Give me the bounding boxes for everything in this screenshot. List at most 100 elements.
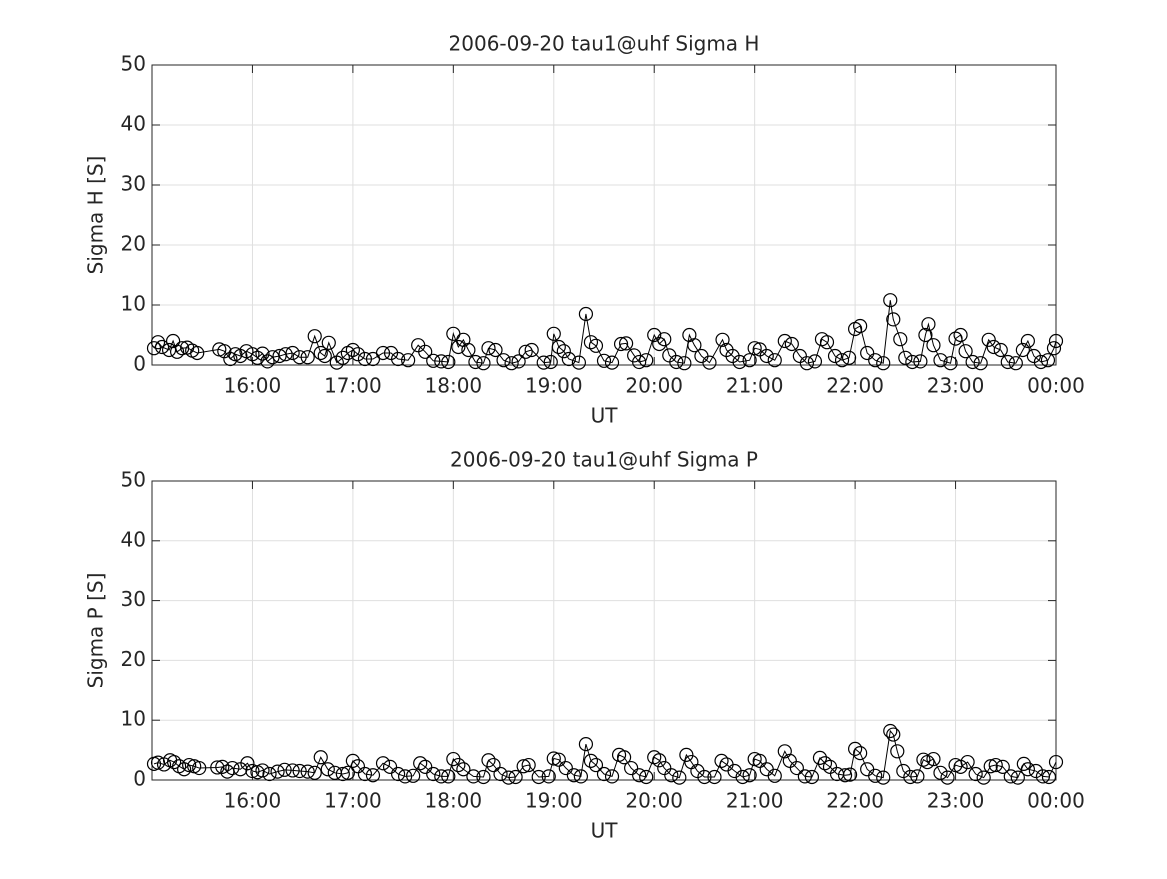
y-tick-label: 40 [121, 527, 146, 551]
data-point [583, 753, 599, 768]
data-point [672, 770, 687, 785]
y-tick-label: 0 [133, 767, 146, 791]
x-tick-label: 23:00 [927, 789, 985, 813]
data-point [596, 353, 612, 368]
data-point [588, 757, 604, 773]
data-point [511, 354, 526, 369]
data-point [933, 353, 948, 368]
data-point [518, 344, 533, 359]
data-point [250, 350, 265, 365]
data-point [175, 341, 190, 356]
data-point [488, 342, 503, 358]
y-tick-label: 50 [121, 468, 146, 492]
data-point [883, 293, 898, 308]
data-point [860, 345, 875, 361]
x-axis-label: UT [591, 404, 619, 428]
data-point [313, 750, 328, 765]
data-point [916, 752, 931, 767]
data-point [819, 335, 835, 350]
data-point [313, 345, 328, 361]
data-point [789, 760, 804, 776]
data-point [566, 768, 581, 783]
data-point [777, 744, 792, 759]
y-tick-label: 30 [121, 172, 146, 196]
data-point [255, 763, 270, 778]
data-point [886, 727, 901, 742]
data-point [390, 766, 406, 782]
y-axis-label: Sigma H [S] [84, 156, 108, 275]
y-tick-label: 0 [133, 352, 146, 376]
data-point [624, 760, 639, 776]
data-point [664, 768, 679, 783]
data-point [918, 327, 933, 343]
data-point [973, 356, 988, 371]
data-point [177, 762, 192, 777]
y-tick-label: 10 [121, 707, 146, 731]
data-point [418, 759, 433, 774]
x-tick-label: 20:00 [625, 789, 683, 813]
data-point [799, 356, 814, 371]
x-tick-label: 19:00 [525, 374, 583, 398]
data-point [398, 769, 413, 784]
data-point [335, 350, 350, 365]
data-point [481, 341, 496, 356]
x-tick-label: 19:00 [525, 789, 583, 813]
data-point [747, 341, 762, 356]
data-point [461, 342, 476, 358]
data-point [1048, 333, 1064, 349]
data-point [652, 753, 667, 768]
data-point [493, 766, 508, 782]
data-point [278, 347, 293, 362]
x-tick-label: 16:00 [224, 374, 282, 398]
data-point [596, 766, 612, 782]
data-point [834, 353, 850, 368]
data-point [898, 350, 913, 365]
data-point [365, 768, 381, 783]
chart-title: 2006-09-20 tau1@uhf Sigma P [450, 448, 758, 472]
data-point [418, 344, 433, 359]
data-point [1000, 354, 1015, 370]
y-tick-label: 30 [121, 587, 146, 611]
data-point [270, 764, 285, 779]
data-point [853, 745, 868, 761]
data-point [166, 754, 182, 770]
data-point [677, 356, 692, 371]
data-point [804, 769, 820, 785]
data-point [406, 768, 421, 783]
data-point [240, 756, 255, 771]
data-point [876, 356, 891, 371]
data-point [456, 762, 471, 777]
data-point [546, 751, 561, 766]
data-point [262, 766, 277, 782]
data-point [190, 345, 205, 361]
data-point [958, 344, 973, 359]
x-tick-label: 22:00 [826, 374, 884, 398]
data-point [375, 756, 391, 771]
data-point [1020, 762, 1035, 777]
data-point [285, 345, 300, 361]
data-point [210, 760, 225, 775]
data-point [357, 766, 373, 782]
x-tick-label: 22:00 [826, 789, 884, 813]
data-point [170, 344, 185, 359]
data-point [965, 354, 980, 370]
data-point [1048, 754, 1064, 770]
data-point [953, 759, 968, 774]
data-point [886, 312, 901, 327]
data-point [913, 354, 928, 369]
data-point [616, 750, 632, 765]
data-point [848, 741, 863, 757]
data-point [300, 764, 315, 779]
y-axis-label: Sigma P [S] [84, 573, 108, 689]
data-point [468, 354, 483, 370]
data-point [192, 760, 207, 776]
data-point [604, 355, 620, 370]
data-point [516, 759, 531, 774]
y-tick-label: 50 [121, 52, 146, 76]
data-point [976, 770, 991, 785]
data-point [451, 339, 466, 355]
x-tick-label: 00:00 [1027, 789, 1085, 813]
data-point [150, 335, 166, 350]
axes-box [151, 64, 1057, 366]
data-point [697, 769, 712, 785]
